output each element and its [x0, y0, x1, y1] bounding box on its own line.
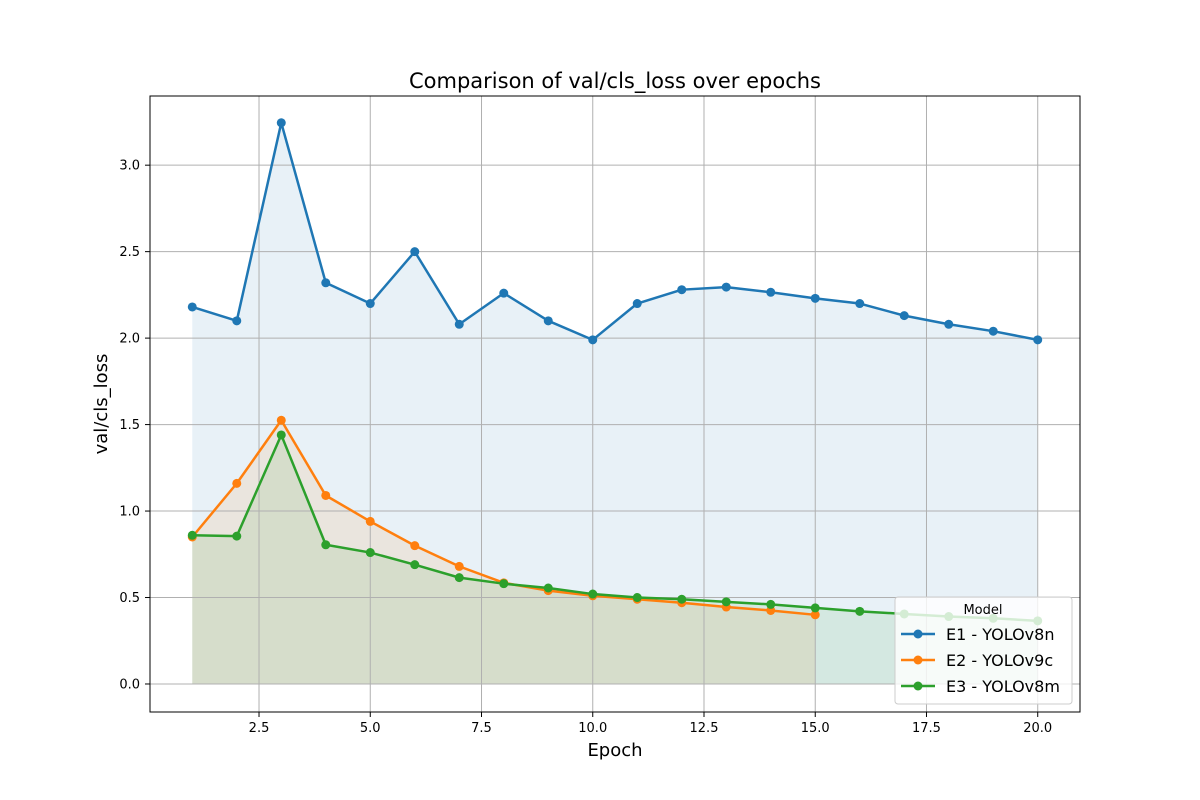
data-point [321, 490, 331, 500]
y-tick-label: 1.0 [119, 505, 140, 520]
x-tick-label: 12.5 [690, 721, 719, 736]
legend-entry-2: E2 - YOLOv9c [901, 651, 1053, 670]
data-point [454, 573, 464, 583]
legend-entries: E1 - YOLOv8n E2 - YOLOv9c E3 - YOLOv8m [901, 625, 1060, 696]
data-point [232, 478, 242, 488]
y-tick-label: 0.5 [119, 591, 140, 606]
data-point [810, 603, 820, 613]
series-area-2 [192, 420, 816, 684]
x-tick-label: 17.5 [912, 721, 941, 736]
y-tick-label: 0.0 [119, 677, 140, 692]
legend-label: E3 - YOLOv8m [946, 677, 1060, 696]
data-point [677, 285, 687, 295]
data-point [944, 319, 954, 329]
data-point [321, 540, 331, 550]
y-tick-label: 2.0 [119, 332, 140, 347]
y-axis-title: val/cls_loss [91, 354, 112, 455]
data-point [677, 594, 687, 604]
data-point [187, 302, 197, 312]
y-tick-label: 1.5 [119, 418, 140, 433]
data-point [232, 531, 242, 541]
y-axis-ticks: 0.0 0.5 1.0 1.5 2.0 2.5 3.0 [119, 159, 150, 692]
data-point [632, 593, 642, 603]
data-point [499, 288, 509, 298]
x-tick-label: 5.0 [360, 721, 381, 736]
data-point [410, 247, 420, 257]
legend-marker [913, 655, 923, 665]
data-point [454, 561, 464, 571]
data-point [276, 430, 286, 440]
plot-area-frame [149, 95, 1081, 713]
data-point [410, 541, 420, 551]
x-tick-label: 7.5 [471, 721, 492, 736]
legend-label: E1 - YOLOv8n [946, 625, 1054, 644]
data-point [454, 319, 464, 329]
data-point [276, 415, 286, 425]
series-lines [187, 118, 1043, 626]
data-point [721, 282, 731, 292]
series-1 [187, 118, 1043, 345]
data-point [855, 299, 865, 309]
y-tick-label: 3.0 [119, 159, 140, 174]
grid-lines [150, 96, 1080, 712]
data-point [810, 610, 820, 620]
data-point [588, 335, 598, 345]
data-point [766, 599, 776, 609]
legend-marker [913, 681, 923, 691]
series-area-3 [192, 434, 1038, 684]
data-point [365, 548, 375, 558]
data-point [321, 278, 331, 288]
data-point [543, 316, 553, 326]
area-fills [192, 122, 1038, 684]
x-tick-label: 10.0 [578, 721, 607, 736]
legend-marker [913, 629, 923, 639]
legend-box [894, 596, 1073, 705]
chart-title: Comparison of val/cls_loss over epochs [409, 69, 821, 94]
data-point [410, 560, 420, 570]
data-point [632, 299, 642, 309]
series-area-1 [192, 122, 1038, 684]
legend-entry-3: E3 - YOLOv8m [901, 677, 1060, 696]
x-axis-ticks: 2.5 5.0 7.5 10.0 12.5 15.0 17.5 20.0 [249, 712, 1052, 736]
data-point [810, 293, 820, 303]
data-point [187, 530, 197, 540]
data-point [588, 589, 598, 599]
data-point [988, 326, 998, 336]
x-tick-label: 2.5 [249, 721, 270, 736]
y-tick-label: 2.5 [119, 245, 140, 260]
legend-label: E2 - YOLOv9c [946, 651, 1053, 670]
data-point [232, 316, 242, 326]
data-point [365, 516, 375, 526]
data-point [365, 299, 375, 309]
x-tick-label: 15.0 [801, 721, 830, 736]
data-point [543, 583, 553, 593]
data-point [1033, 335, 1043, 345]
data-point [855, 606, 865, 616]
legend-title: Model [963, 603, 1002, 618]
x-axis-title: Epoch [587, 740, 642, 761]
legend: Model E1 - YOLOv8n E2 - YOLOv9c E3 - YOLOv… [894, 596, 1073, 705]
data-point [766, 287, 776, 297]
data-point [899, 311, 909, 321]
data-point [499, 579, 509, 589]
legend-entry-1: E1 - YOLOv8n [901, 625, 1054, 644]
series-line-1 [191, 121, 1038, 342]
data-point [721, 597, 731, 607]
x-tick-label: 20.0 [1023, 721, 1052, 736]
data-point [276, 118, 286, 128]
